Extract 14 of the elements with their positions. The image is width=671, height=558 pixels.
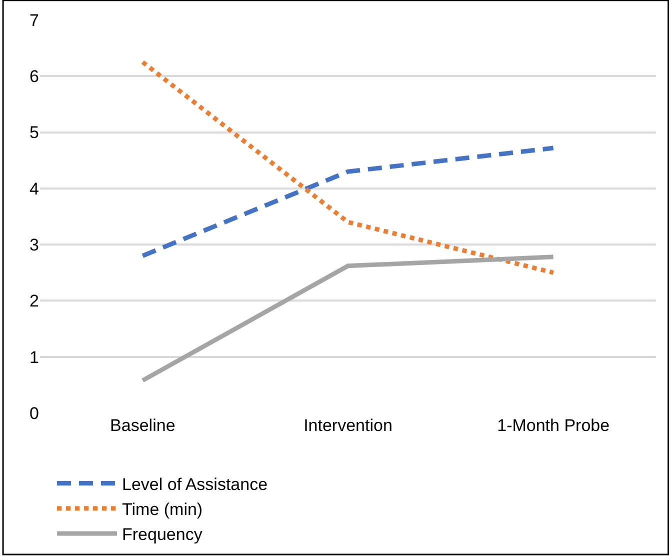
y-tick-label: 7 <box>30 10 39 30</box>
y-tick-label: 4 <box>30 179 39 198</box>
legend-label: Time (min) <box>122 500 203 520</box>
x-tick-label: Intervention <box>304 416 392 435</box>
y-tick-label: 3 <box>30 236 39 255</box>
x-tick-label: Baseline <box>110 416 176 435</box>
legend-label: Level of Assistance <box>122 474 268 494</box>
y-tick-label: 5 <box>30 123 39 142</box>
x-tick-label: 1-Month Probe <box>497 416 610 435</box>
y-tick-label: 6 <box>30 67 39 86</box>
y-tick-label: 0 <box>30 404 39 423</box>
y-tick-label: 1 <box>30 348 39 367</box>
legend-label: Frequency <box>122 525 203 544</box>
y-tick-label: 2 <box>30 292 39 311</box>
